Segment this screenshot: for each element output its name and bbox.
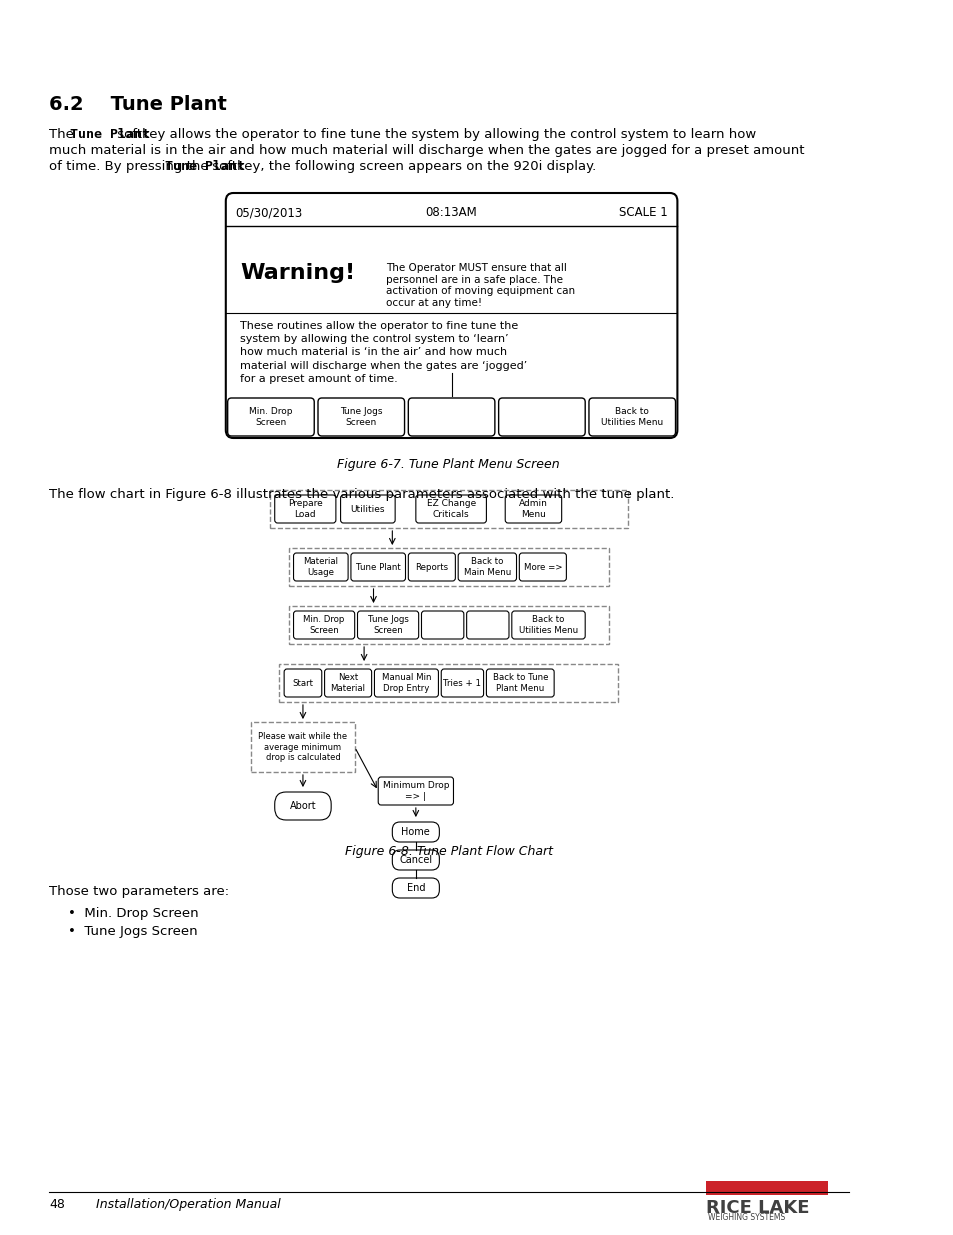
Text: Back to
Utilities Menu: Back to Utilities Menu bbox=[600, 408, 662, 427]
Text: More =>: More => bbox=[523, 562, 561, 572]
FancyBboxPatch shape bbox=[588, 398, 675, 436]
Text: Tune Plant: Tune Plant bbox=[355, 562, 400, 572]
FancyBboxPatch shape bbox=[392, 850, 439, 869]
FancyBboxPatch shape bbox=[392, 823, 439, 842]
Text: 6.2    Tune Plant: 6.2 Tune Plant bbox=[49, 95, 227, 114]
Text: Tune Plant: Tune Plant bbox=[70, 128, 150, 141]
Text: Tries + 1: Tries + 1 bbox=[443, 678, 481, 688]
Text: Back to
Main Menu: Back to Main Menu bbox=[463, 557, 511, 577]
Text: Min. Drop
Screen: Min. Drop Screen bbox=[303, 615, 344, 635]
Text: Prepare
Load: Prepare Load bbox=[288, 499, 322, 519]
Text: of time. By pressing the: of time. By pressing the bbox=[49, 161, 213, 173]
Text: Manual Min
Drop Entry: Manual Min Drop Entry bbox=[381, 673, 431, 693]
FancyBboxPatch shape bbox=[294, 611, 355, 638]
FancyBboxPatch shape bbox=[486, 669, 554, 697]
Text: Abort: Abort bbox=[290, 802, 316, 811]
FancyBboxPatch shape bbox=[498, 398, 584, 436]
Bar bbox=[270, 490, 627, 529]
Text: The flow chart in Figure 6-8 illustrates the various parameters associated with : The flow chart in Figure 6-8 illustrates… bbox=[49, 488, 674, 501]
Text: Tune Jogs
Screen: Tune Jogs Screen bbox=[339, 408, 382, 427]
Text: Warning!: Warning! bbox=[239, 263, 355, 283]
Text: Installation/Operation Manual: Installation/Operation Manual bbox=[96, 1198, 280, 1212]
FancyBboxPatch shape bbox=[466, 611, 509, 638]
FancyBboxPatch shape bbox=[228, 398, 314, 436]
Text: Next
Material: Next Material bbox=[331, 673, 365, 693]
Text: 48: 48 bbox=[49, 1198, 65, 1212]
FancyBboxPatch shape bbox=[340, 495, 395, 522]
FancyBboxPatch shape bbox=[408, 398, 495, 436]
FancyBboxPatch shape bbox=[518, 553, 566, 580]
Text: Home: Home bbox=[401, 827, 430, 837]
Text: Those two parameters are:: Those two parameters are: bbox=[49, 885, 229, 898]
Text: •  Min. Drop Screen: • Min. Drop Screen bbox=[68, 906, 198, 920]
FancyBboxPatch shape bbox=[377, 777, 453, 805]
Text: Utilities: Utilities bbox=[351, 505, 385, 514]
Text: Back to Tune
Plant Menu: Back to Tune Plant Menu bbox=[492, 673, 547, 693]
FancyBboxPatch shape bbox=[324, 669, 372, 697]
Text: WEIGHING SYSTEMS: WEIGHING SYSTEMS bbox=[707, 1213, 784, 1221]
Bar bbox=[289, 548, 608, 585]
Text: softkey, the following screen appears on the 920i display.: softkey, the following screen appears on… bbox=[208, 161, 596, 173]
Bar bbox=[279, 664, 618, 701]
FancyBboxPatch shape bbox=[294, 553, 348, 580]
Text: Back to
Utilities Menu: Back to Utilities Menu bbox=[518, 615, 578, 635]
Text: Admin
Menu: Admin Menu bbox=[518, 499, 547, 519]
Bar bbox=[251, 722, 355, 772]
FancyBboxPatch shape bbox=[457, 553, 516, 580]
Text: Tune Jogs
Screen: Tune Jogs Screen bbox=[367, 615, 408, 635]
FancyBboxPatch shape bbox=[351, 553, 405, 580]
FancyBboxPatch shape bbox=[274, 495, 335, 522]
FancyBboxPatch shape bbox=[375, 669, 438, 697]
FancyBboxPatch shape bbox=[357, 611, 418, 638]
Text: Start: Start bbox=[293, 678, 314, 688]
FancyBboxPatch shape bbox=[441, 669, 483, 697]
Text: EZ Change
Criticals: EZ Change Criticals bbox=[426, 499, 476, 519]
FancyBboxPatch shape bbox=[511, 611, 584, 638]
FancyBboxPatch shape bbox=[226, 193, 677, 438]
Text: much material is in the air and how much material will discharge when the gates : much material is in the air and how much… bbox=[49, 144, 803, 157]
Text: softkey allows the operator to fine tune the system by allowing the control syst: softkey allows the operator to fine tune… bbox=[112, 128, 756, 141]
Text: 08:13AM: 08:13AM bbox=[425, 206, 476, 220]
FancyBboxPatch shape bbox=[284, 669, 321, 697]
Text: Cancel: Cancel bbox=[399, 855, 432, 864]
Text: Min. Drop
Screen: Min. Drop Screen bbox=[249, 408, 293, 427]
FancyBboxPatch shape bbox=[421, 611, 463, 638]
Text: These routines allow the operator to fine tune the
system by allowing the contro: These routines allow the operator to fin… bbox=[239, 321, 527, 384]
Text: Figure 6-7. Tune Plant Menu Screen: Figure 6-7. Tune Plant Menu Screen bbox=[337, 458, 559, 471]
FancyBboxPatch shape bbox=[416, 495, 486, 522]
Text: Tune Plant: Tune Plant bbox=[165, 161, 244, 173]
Text: End: End bbox=[406, 883, 425, 893]
Text: The: The bbox=[49, 128, 78, 141]
Bar bbox=[705, 1181, 827, 1195]
FancyBboxPatch shape bbox=[274, 792, 331, 820]
FancyBboxPatch shape bbox=[392, 878, 439, 898]
FancyBboxPatch shape bbox=[505, 495, 561, 522]
Text: RICE LAKE: RICE LAKE bbox=[705, 1199, 808, 1216]
Text: Please wait while the
average minimum
drop is calculated: Please wait while the average minimum dr… bbox=[258, 732, 347, 762]
Text: Minimum Drop
=> |: Minimum Drop => | bbox=[382, 782, 449, 800]
Text: The Operator MUST ensure that all
personnel are in a safe place. The
activation : The Operator MUST ensure that all person… bbox=[385, 263, 575, 308]
Text: 05/30/2013: 05/30/2013 bbox=[235, 206, 302, 220]
FancyBboxPatch shape bbox=[317, 398, 404, 436]
Text: Material
Usage: Material Usage bbox=[303, 557, 338, 577]
Text: •  Tune Jogs Screen: • Tune Jogs Screen bbox=[68, 925, 197, 939]
FancyBboxPatch shape bbox=[408, 553, 455, 580]
Bar bbox=[289, 606, 608, 643]
Text: Figure 6-8. Tune Plant Flow Chart: Figure 6-8. Tune Plant Flow Chart bbox=[344, 845, 552, 858]
Text: SCALE 1: SCALE 1 bbox=[618, 206, 667, 220]
Text: Reports: Reports bbox=[415, 562, 448, 572]
